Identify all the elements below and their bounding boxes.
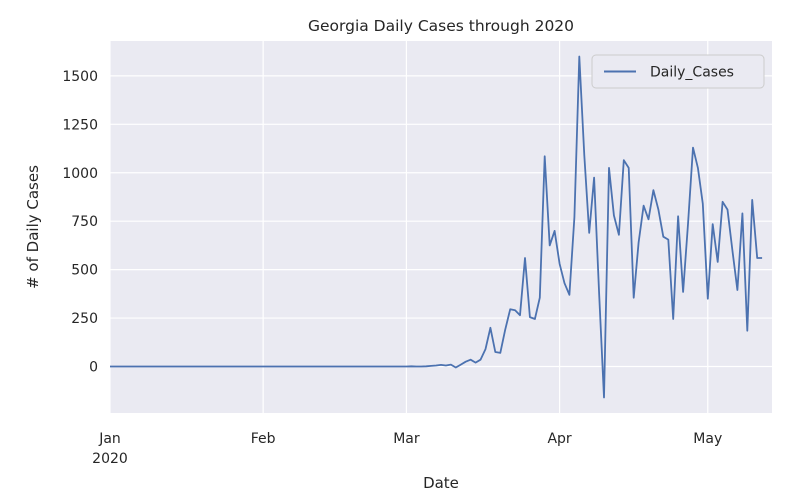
daily-cases-line — [110, 55, 763, 399]
x-tick-label: Feb — [251, 431, 276, 447]
x-axis-ticks: Jan 2020 Feb Mar Apr May — [92, 431, 722, 467]
y-axis-title: # of Daily Cases — [24, 165, 42, 289]
y-tick-label: 1250 — [62, 117, 98, 133]
x-axis-title: Date — [423, 474, 459, 492]
legend: Daily_Cases — [591, 54, 765, 89]
x-tick-label: May — [693, 431, 722, 447]
y-tick-label: 750 — [71, 214, 98, 230]
x-tick-sublabel: 2020 — [92, 451, 128, 467]
plot-area — [110, 41, 772, 413]
legend-box — [591, 54, 765, 89]
y-axis-ticks: 0 250 500 750 1000 1250 1500 — [62, 69, 98, 376]
grid-lines — [109, 41, 772, 413]
x-tick-label: Apr — [547, 431, 571, 447]
y-tick-label: 0 — [89, 360, 98, 376]
x-tick-label: Jan — [98, 431, 121, 447]
y-tick-label: 250 — [71, 311, 98, 327]
chart-title: Georgia Daily Cases through 2020 — [308, 17, 574, 35]
x-tick-label: Mar — [393, 431, 420, 447]
legend-label: Daily_Cases — [650, 65, 734, 81]
y-tick-label: 1000 — [62, 166, 98, 182]
y-tick-label: 1500 — [62, 69, 98, 85]
y-tick-label: 500 — [71, 263, 98, 279]
